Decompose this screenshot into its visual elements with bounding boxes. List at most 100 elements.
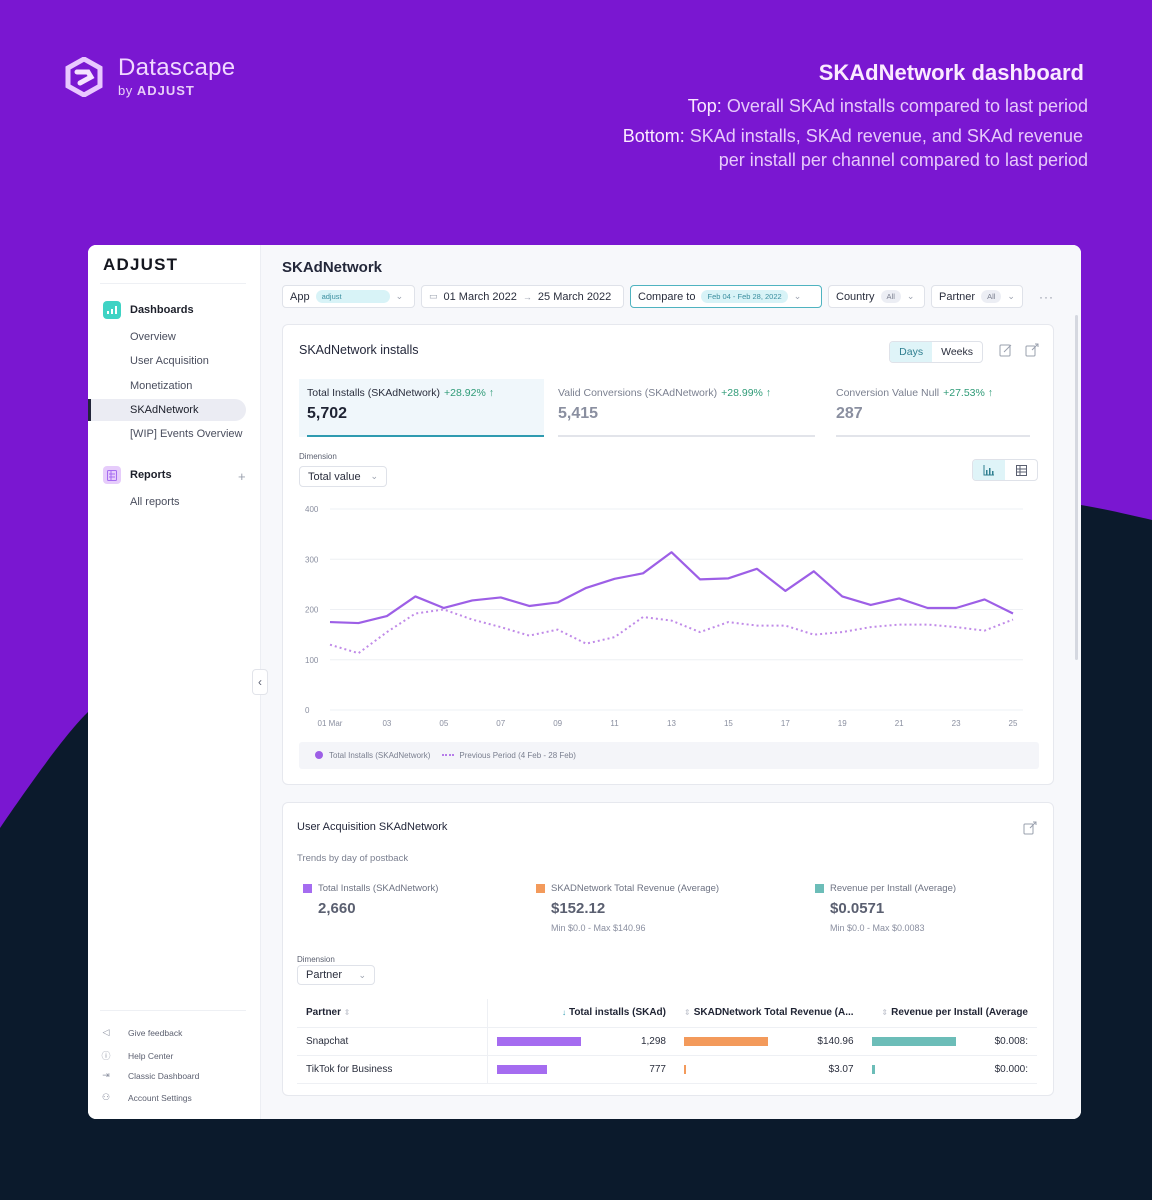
chevron-down-icon: ⌄ xyxy=(358,969,366,980)
value-bar xyxy=(496,1036,581,1046)
y-tick-label: 400 xyxy=(305,505,319,514)
rpi-cell: $0.008: xyxy=(862,1027,1037,1056)
more-options-button[interactable]: ··· xyxy=(1039,289,1054,304)
previous-period-line[interactable] xyxy=(329,608,1014,655)
sidebar-section-dashboards[interactable]: Dashboards xyxy=(103,301,194,319)
y-tick-label: 200 xyxy=(305,606,319,615)
chevron-left-icon: ‹ xyxy=(258,675,262,689)
metric-underline xyxy=(307,434,544,437)
column-header-partner[interactable]: Partner ⇕ xyxy=(297,999,488,1028)
sidebar-item-skadnetwork[interactable]: SKAdNetwork xyxy=(130,404,199,416)
partner-cell: Snapchat xyxy=(297,1027,488,1056)
legend-previous[interactable]: Previous Period (4 Feb - 28 Feb) xyxy=(442,751,576,760)
table-row[interactable]: TikTok for Business 777 $3.07 $0.000: xyxy=(297,1055,1037,1084)
kpi-total-installs: Total Installs (SKAdNetwork) 2,660 xyxy=(303,883,438,917)
table-view-button[interactable] xyxy=(1005,460,1037,480)
x-tick-label: 15 xyxy=(724,719,733,727)
weeks-tab[interactable]: Weeks xyxy=(941,346,973,358)
country-filter[interactable]: Country All ⌄ xyxy=(828,285,925,308)
sort-icon: ⇕ xyxy=(684,1008,691,1018)
table-row[interactable]: Snapchat 1,298 $140.96 $0.008: xyxy=(297,1027,1037,1056)
sidebar-item-overview[interactable]: Overview xyxy=(130,331,176,343)
metric-valid-conversions[interactable]: Valid Conversions (SKAdNetwork) +28.99% ↑… xyxy=(550,379,815,437)
metric-total-installs[interactable]: Total Installs (SKAdNetwork) +28.92% ↑ 5,… xyxy=(299,379,544,437)
hero-top-line: Top: Overall SKAd installs compared to l… xyxy=(623,94,1088,118)
compare-to-filter[interactable]: Compare to Feb 04 - Feb 28, 2022 ⌄ xyxy=(630,285,822,308)
dimension-select[interactable]: Total value ⌄ xyxy=(299,466,387,487)
date-range-picker[interactable]: ▭ 01 March 2022 → 25 March 2022 xyxy=(421,285,624,308)
revenue-value: $3.07 xyxy=(828,1063,854,1075)
page-title: SKAdNetwork xyxy=(282,259,383,276)
dimension-label: Dimension xyxy=(297,955,335,964)
dimension-select[interactable]: Partner ⌄ xyxy=(297,965,375,985)
hero-bottom-text-2: per install per channel compared to last… xyxy=(718,150,1088,170)
column-header-rpi[interactable]: ⇕ Revenue per Install (Average xyxy=(862,999,1037,1028)
column-header-revenue[interactable]: ⇕ SKADNetwork Total Revenue (A... xyxy=(675,999,863,1028)
date-to: 25 March 2022 xyxy=(537,290,612,303)
metric-value: 287 xyxy=(836,405,863,422)
sidebar-item-user-acquisition[interactable]: User Acquisition xyxy=(130,355,209,367)
sidebar: ADJUST Dashboards Overview User Acquisit… xyxy=(88,245,261,1119)
filter-chip: All xyxy=(981,290,1002,303)
sidebar-footer-help-center[interactable]: ⓘ Help Center xyxy=(100,1049,173,1062)
y-tick-label: 300 xyxy=(305,555,319,564)
legend-label: Total Installs (SKAdNetwork) xyxy=(329,751,431,760)
add-report-button[interactable]: + xyxy=(238,469,246,484)
edit-icon[interactable] xyxy=(999,343,1013,357)
sidebar-item-all-reports[interactable]: All reports xyxy=(130,496,180,508)
sidebar-item-events-overview[interactable]: [WIP] Events Overview xyxy=(130,428,243,440)
sidebar-footer-classic-dashboard[interactable]: ⇥ Classic Dashboard xyxy=(100,1070,199,1081)
x-tick-label: 13 xyxy=(667,719,676,727)
collapse-sidebar-button[interactable]: ‹ xyxy=(252,669,268,695)
installs-line-chart[interactable]: 0 100 200 300 400 01 Mar 03 05 07 09 11 13 15 17 19 21 2… xyxy=(293,497,1043,727)
metric-label: Valid Conversions (SKAdNetwork) +28.99% ↑ xyxy=(558,387,815,399)
brand-by-text: by xyxy=(118,83,133,98)
installs-value: 777 xyxy=(649,1063,666,1075)
export-icon[interactable] xyxy=(1025,343,1039,357)
partner-filter[interactable]: Partner All ⌄ xyxy=(931,285,1023,308)
sidebar-section-reports[interactable]: Reports xyxy=(103,466,172,484)
sidebar-active-highlight xyxy=(88,399,246,421)
revenue-value: $140.96 xyxy=(817,1035,854,1047)
current-period-line[interactable] xyxy=(329,551,1014,625)
hero-bottom-line: Bottom: SKAd installs, SKAd revenue, and… xyxy=(623,124,1088,172)
granularity-toggle: Days Weeks xyxy=(889,341,983,363)
vertical-scrollbar[interactable] xyxy=(1075,315,1078,660)
chart-view-button[interactable] xyxy=(973,460,1005,480)
help-circle-icon: ⓘ xyxy=(101,1051,111,1061)
legend-label: Previous Period (4 Feb - 28 Feb) xyxy=(459,751,576,760)
sort-icon: ⇕ xyxy=(343,1008,351,1018)
filter-label: App xyxy=(290,290,310,303)
column-label: Revenue per Install (Average xyxy=(891,1007,1028,1019)
metric-conversion-value-null[interactable]: Conversion Value Null +27.53% ↑ 287 xyxy=(828,379,1030,437)
filter-label: Country xyxy=(836,290,875,303)
column-header-installs[interactable]: ↓ Total installs (SKAd) xyxy=(487,999,675,1028)
rpi-cell: $0.000: xyxy=(862,1055,1037,1084)
export-icon[interactable] xyxy=(1023,821,1037,835)
arrow-right-icon: → xyxy=(522,291,532,302)
rpi-value: $0.000: xyxy=(994,1063,1028,1075)
app-filter[interactable]: App adjust ⌄ xyxy=(282,285,415,308)
sidebar-footer-give-feedback[interactable]: ◁ Give feedback xyxy=(100,1027,183,1038)
metric-underline xyxy=(558,435,815,437)
metric-underline xyxy=(836,435,1030,437)
kpi-value: 2,660 xyxy=(318,900,356,917)
brand-lockup: Datascape by ADJUST xyxy=(64,56,235,98)
table-header-row: Partner ⇕ ↓ Total installs (SKAd) ⇕ SKADNe… xyxy=(297,999,1037,1028)
chevron-down-icon: ⌄ xyxy=(395,291,404,301)
sidebar-item-monetization[interactable]: Monetization xyxy=(130,380,193,392)
chart-legend: Total Installs (SKAdNetwork) Previous Pe… xyxy=(299,742,1039,769)
orange-swatch-icon xyxy=(536,884,545,893)
footer-label: Give feedback xyxy=(128,1027,183,1038)
sidebar-footer-account-settings[interactable]: ⚇ Account Settings xyxy=(100,1092,192,1103)
user-icon: ⚇ xyxy=(101,1092,111,1102)
purple-swatch-icon xyxy=(303,884,312,893)
days-tab[interactable]: Days xyxy=(890,342,933,362)
x-tick-label: 05 xyxy=(439,719,448,727)
legend-current[interactable]: Total Installs (SKAdNetwork) xyxy=(315,751,430,760)
y-tick-label: 100 xyxy=(305,656,319,665)
partner-cell: TikTok for Business xyxy=(297,1055,488,1084)
filter-bar: App adjust ⌄ ▭ 01 March 2022 → 25 March … xyxy=(282,285,1054,308)
partner-table: Partner ⇕ ↓ Total installs (SKAd) ⇕ SKADNe… xyxy=(297,999,1037,1084)
kpi-revenue-per-install: Revenue per Install (Average) $0.0571 Mi… xyxy=(815,883,956,933)
